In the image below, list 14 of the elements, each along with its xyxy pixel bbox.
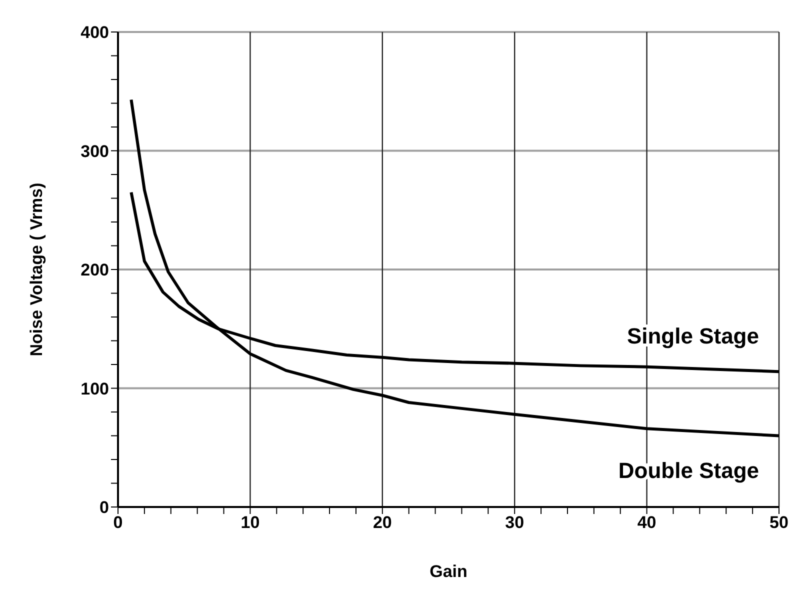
x-tick-label: 0 xyxy=(113,513,123,532)
x-tick-label: 10 xyxy=(240,513,260,532)
y-tick-label: 0 xyxy=(100,498,109,518)
line-series xyxy=(130,98,779,438)
x-tick-label: 50 xyxy=(770,513,788,532)
y-tick-label: 100 xyxy=(80,379,109,398)
y-tick-label: 400 xyxy=(80,23,109,42)
x-tick-label: 30 xyxy=(505,513,524,532)
y-axis-title: Noise Voltage ( Vrms) xyxy=(27,182,46,356)
x-axis-title: Gain xyxy=(430,562,468,581)
x-tick-label: 20 xyxy=(372,513,392,532)
x-tick-label: 40 xyxy=(637,513,656,532)
y-tick-label: 300 xyxy=(80,142,109,161)
y-tick-label: 200 xyxy=(80,260,109,280)
